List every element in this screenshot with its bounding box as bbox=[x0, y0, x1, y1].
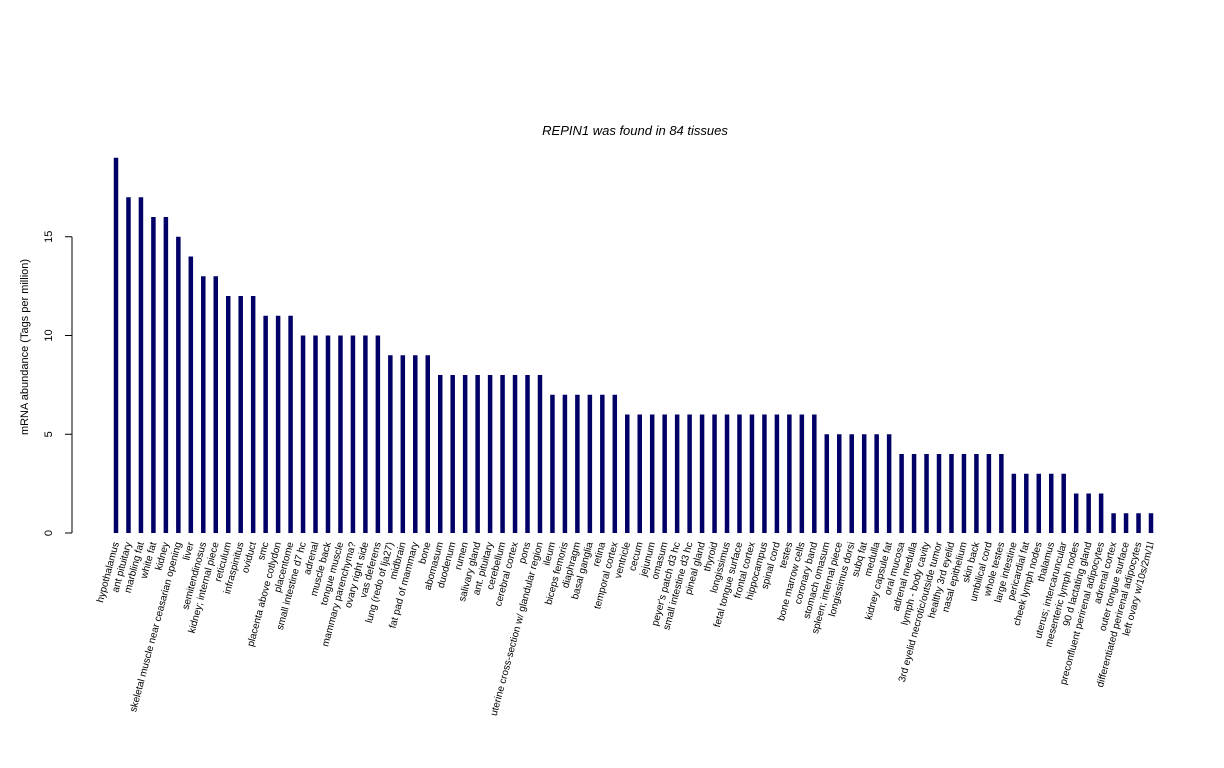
bar bbox=[275, 315, 281, 533]
bar bbox=[999, 454, 1004, 533]
bar bbox=[1036, 473, 1042, 533]
bar bbox=[1136, 513, 1141, 533]
bar bbox=[263, 315, 268, 533]
bar bbox=[1073, 493, 1079, 533]
chart-title: REPIN1 was found in 84 tissues bbox=[542, 123, 728, 138]
bar bbox=[500, 375, 505, 533]
bar bbox=[400, 355, 406, 533]
bar bbox=[363, 335, 368, 533]
bar bbox=[1024, 473, 1029, 533]
bar bbox=[949, 454, 954, 533]
bar bbox=[961, 454, 967, 533]
y-axis-label: mRNA abundance (Tags per million) bbox=[19, 259, 31, 435]
bar bbox=[151, 217, 156, 533]
y-tick-label: 15 bbox=[43, 231, 55, 243]
y-tick-label: 0 bbox=[43, 530, 55, 536]
bar bbox=[537, 375, 543, 533]
bar bbox=[974, 454, 979, 533]
bar bbox=[1048, 473, 1054, 533]
bar bbox=[762, 414, 767, 533]
bar bbox=[662, 414, 667, 533]
bar bbox=[699, 414, 705, 533]
bar bbox=[1111, 513, 1116, 533]
bar bbox=[562, 394, 568, 533]
bar bbox=[238, 296, 243, 533]
bar bbox=[388, 355, 393, 533]
bar bbox=[674, 414, 680, 533]
bar bbox=[550, 394, 555, 533]
bar bbox=[1148, 513, 1154, 533]
bar bbox=[487, 375, 493, 533]
bar bbox=[288, 315, 293, 533]
bar bbox=[799, 414, 805, 533]
bar bbox=[300, 335, 306, 533]
bar bbox=[737, 414, 742, 533]
bar bbox=[350, 335, 356, 533]
bar bbox=[375, 335, 381, 533]
bar bbox=[824, 434, 830, 533]
bar bbox=[774, 414, 780, 533]
bar bbox=[649, 414, 655, 533]
bar bbox=[886, 434, 892, 533]
y-tick-label: 10 bbox=[43, 329, 55, 341]
bar bbox=[250, 296, 256, 533]
bar bbox=[213, 276, 219, 533]
bar bbox=[924, 454, 929, 533]
bar bbox=[637, 414, 642, 533]
bar bbox=[325, 335, 331, 533]
y-axis: 0 5 10 15 bbox=[43, 231, 73, 536]
bar bbox=[749, 414, 755, 533]
bar bbox=[874, 434, 879, 533]
bar bbox=[837, 434, 842, 533]
bar bbox=[724, 414, 730, 533]
bar bbox=[861, 434, 867, 533]
bar bbox=[899, 454, 904, 533]
x-tick-label: liver bbox=[181, 540, 197, 561]
bar bbox=[936, 454, 942, 533]
x-tick-label: pons bbox=[517, 541, 533, 565]
bar bbox=[176, 236, 181, 533]
bar bbox=[450, 375, 455, 533]
bar bbox=[475, 375, 480, 533]
bar bbox=[1123, 513, 1129, 533]
bar bbox=[512, 375, 518, 533]
bar bbox=[986, 454, 992, 533]
bar bbox=[575, 394, 580, 533]
bar bbox=[687, 414, 692, 533]
bar bbox=[1061, 473, 1066, 533]
bar bbox=[812, 414, 817, 533]
bar bbox=[113, 157, 119, 533]
bar bbox=[201, 276, 206, 533]
y-tick-label: 5 bbox=[43, 431, 55, 437]
bar bbox=[338, 335, 343, 533]
bar bbox=[188, 256, 194, 533]
bar bbox=[587, 394, 593, 533]
bar bbox=[138, 197, 144, 533]
bar bbox=[787, 414, 792, 533]
bar bbox=[462, 375, 468, 533]
x-tick-label: smc bbox=[256, 541, 271, 562]
bar bbox=[712, 414, 717, 533]
bar bbox=[600, 394, 605, 533]
bar bbox=[625, 414, 630, 533]
bar bbox=[911, 454, 917, 533]
bar bbox=[1011, 473, 1017, 533]
bar bbox=[1098, 493, 1104, 533]
bars bbox=[113, 157, 1154, 533]
bar bbox=[163, 217, 169, 533]
bar bbox=[1086, 493, 1091, 533]
bar bbox=[437, 375, 443, 533]
bar bbox=[849, 434, 854, 533]
bar bbox=[413, 355, 418, 533]
bar bbox=[612, 394, 618, 533]
bar bbox=[225, 296, 231, 533]
bar bbox=[126, 197, 131, 533]
bar bbox=[313, 335, 318, 533]
bar bbox=[525, 375, 530, 533]
bar bbox=[425, 355, 430, 533]
